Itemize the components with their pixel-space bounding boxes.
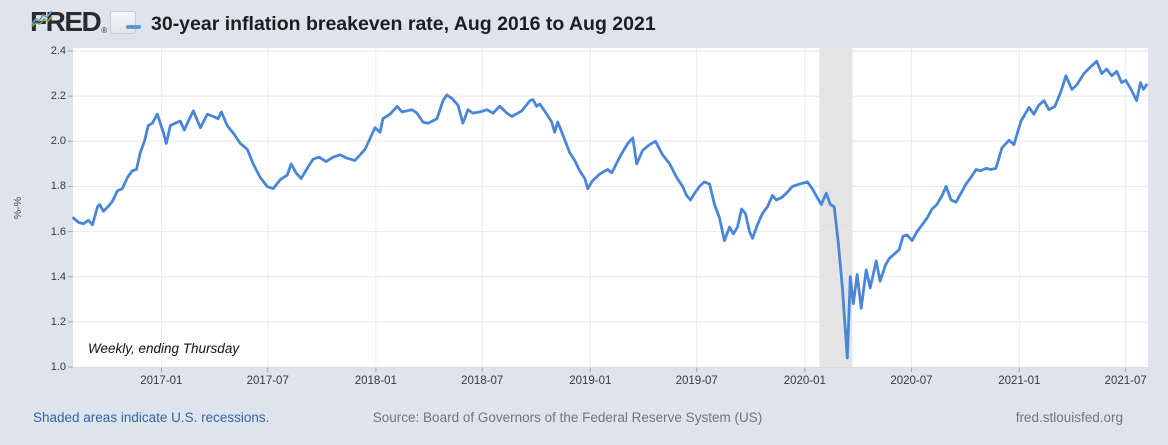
x-tick-label: 2020-01	[783, 375, 826, 387]
series-legend-dash-icon	[126, 25, 141, 29]
recession-band	[819, 48, 853, 367]
plot-background	[73, 48, 1148, 367]
y-tick-label: 2.4	[50, 45, 66, 57]
y-tick-label: 1.0	[50, 361, 66, 373]
x-tick-label: 2017-01	[140, 375, 183, 387]
y-tick-label: 2.0	[50, 135, 66, 148]
x-tick-label: 2021-07	[1104, 375, 1147, 387]
frequency-annotation: Weekly, ending Thursday	[88, 341, 240, 356]
fred-logo-chart-icon	[31, 10, 137, 34]
x-tick-label: 2017-07	[246, 375, 289, 387]
y-tick-label: 1.4	[50, 270, 66, 283]
x-tick-label: 2020-07	[890, 375, 933, 387]
y-tick-label: 1.2	[50, 315, 66, 328]
y-tick-label: 1.6	[50, 225, 66, 238]
y-tick-label: 2.2	[50, 90, 66, 103]
registered-trademark-icon: ®	[101, 26, 108, 35]
fred-site-link[interactable]: fred.stlouisfed.org	[1015, 410, 1123, 425]
x-tick-label: 2018-07	[461, 375, 504, 387]
x-tick-label: 2019-01	[569, 375, 612, 387]
y-tick-label: 1.8	[50, 180, 66, 193]
recession-note-link[interactable]: Shaded areas indicate U.S. recessions.	[33, 410, 270, 425]
source-text: Source: Board of Governors of the Federa…	[372, 410, 763, 425]
x-tick-label: 2019-07	[675, 375, 718, 387]
x-tick-label: 2021-01	[998, 375, 1041, 387]
y-axis-unit-label: %-%	[12, 196, 24, 220]
fred-logo[interactable]: FRED ®	[30, 8, 137, 36]
series-line	[72, 59, 1148, 360]
x-tick-label: 2018-01	[354, 375, 397, 387]
chart-title: 30-year inflation breakeven rate, Aug 20…	[151, 13, 656, 35]
